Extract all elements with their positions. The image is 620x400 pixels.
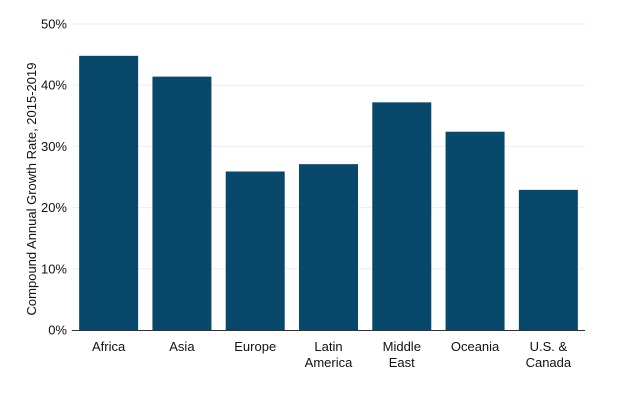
x-tick-label: Africa: [92, 339, 126, 354]
bar: [299, 164, 358, 330]
y-tick-label: 10%: [41, 261, 67, 276]
bar: [518, 189, 578, 330]
x-tick-label: Europe: [234, 339, 276, 354]
y-tick-label: 50%: [41, 17, 67, 32]
x-tick-label: Latin America: [305, 339, 353, 370]
bars: [79, 55, 578, 330]
x-tick-label: U.S. & Canada: [526, 339, 572, 370]
y-tick-label: 40%: [41, 78, 67, 93]
x-axis-ticks: Africa Asia Europe Latin America Middle East Oc…: [92, 339, 572, 370]
bar: [372, 102, 432, 330]
y-axis-ticks: 0% 10% 20% 30% 40% 50%: [41, 17, 67, 338]
bar: [225, 171, 285, 330]
x-tick-label: Asia: [169, 339, 195, 354]
y-tick-label: 30%: [41, 139, 67, 154]
bar: [152, 76, 212, 330]
y-tick-label: 0%: [48, 323, 67, 338]
bar: [445, 131, 505, 330]
bar: [79, 55, 139, 330]
y-axis-label: Compound Annual Growth Rate, 2015-2019: [24, 63, 39, 316]
y-tick-label: 20%: [41, 200, 67, 215]
x-tick-label: Oceania: [451, 339, 500, 354]
x-tick-label: Middle East: [383, 339, 421, 370]
